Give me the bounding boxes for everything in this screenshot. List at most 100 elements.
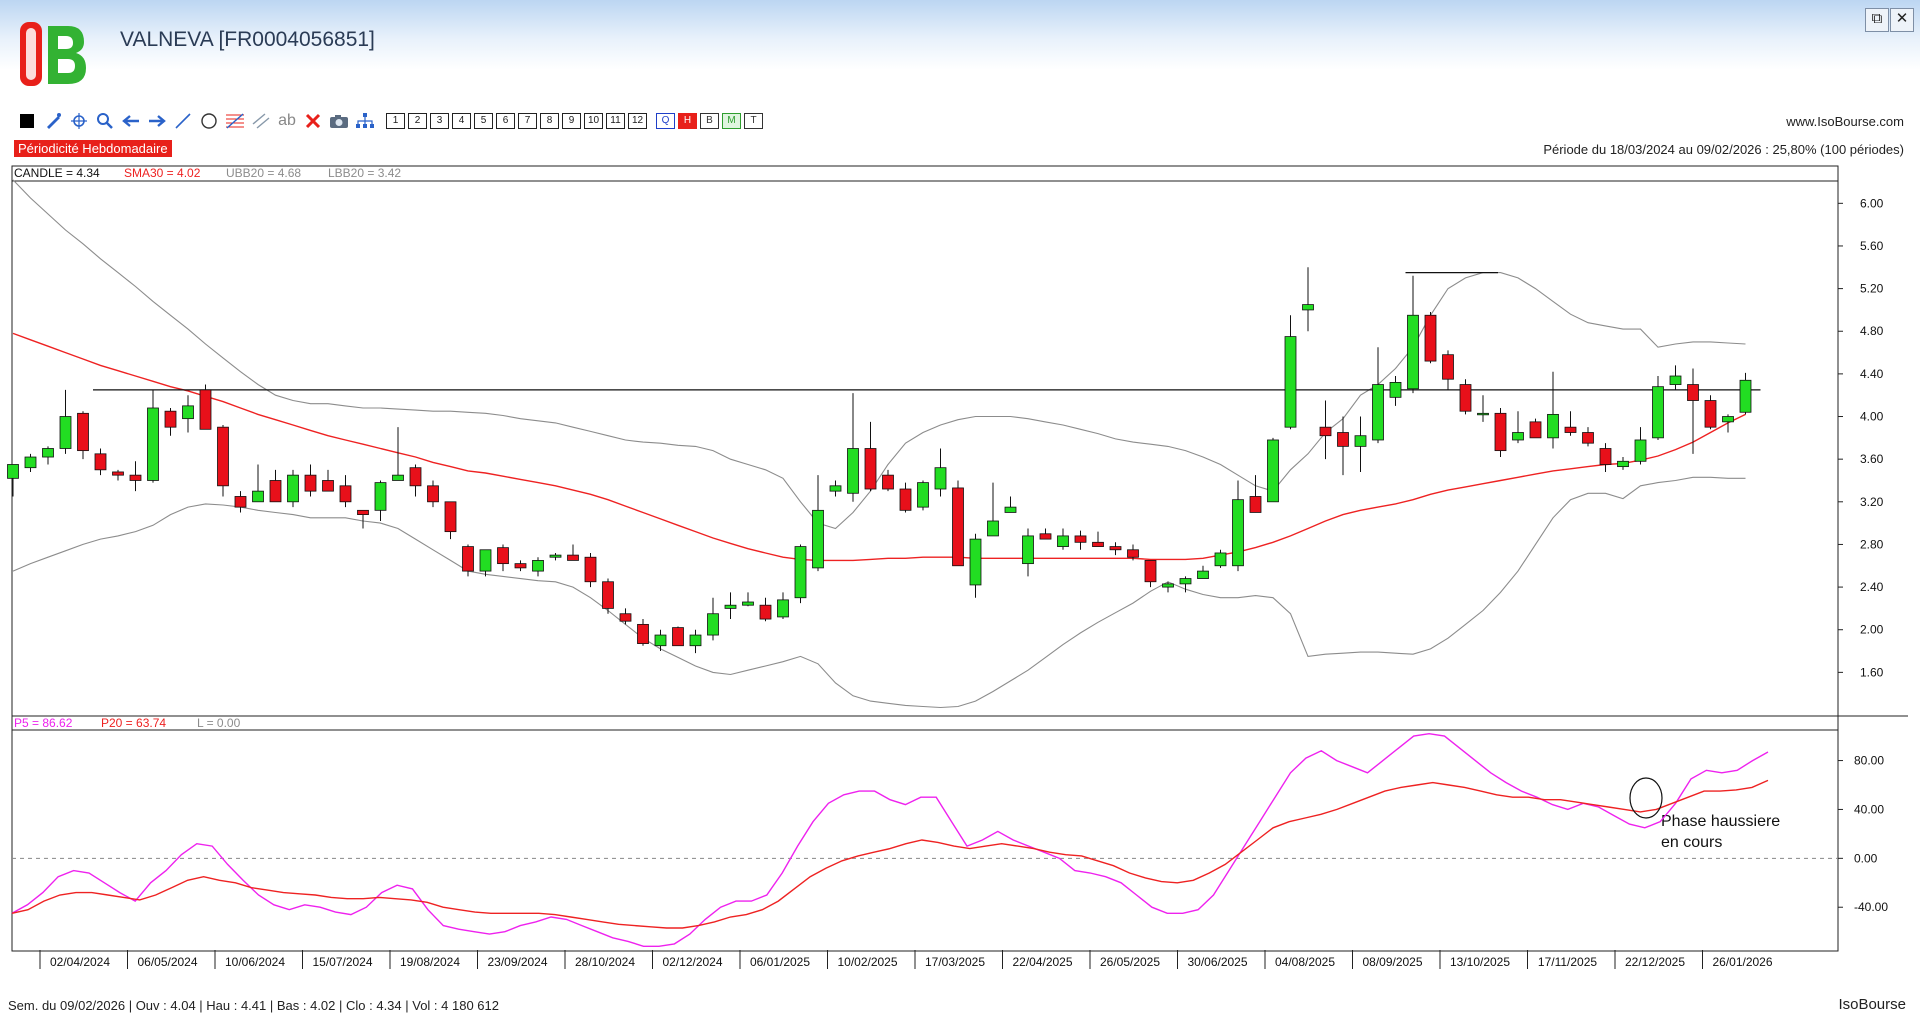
candle-body — [829, 485, 842, 492]
period-number-button[interactable]: 4 — [452, 113, 471, 129]
candle-body — [1512, 432, 1524, 441]
period-number-button[interactable]: 1 — [386, 113, 405, 129]
candle-body — [1442, 354, 1454, 380]
brand-label: IsoBourse — [1838, 996, 1906, 1013]
candle-body — [777, 599, 789, 618]
candle-body — [1179, 578, 1192, 585]
period-number-button[interactable]: 12 — [628, 113, 647, 129]
zoom-icon[interactable] — [92, 110, 118, 132]
candle-body — [1459, 384, 1472, 412]
candle-body — [129, 474, 142, 481]
crosshair-icon[interactable] — [66, 110, 92, 132]
candle-body — [532, 560, 544, 572]
candle-body — [1634, 439, 1647, 462]
candle-body — [199, 389, 212, 430]
fibonacci-icon[interactable] — [222, 110, 248, 132]
legend-lbb: LBB20 = 3.42 — [328, 166, 401, 180]
candle-body — [444, 501, 457, 533]
candle-body — [462, 546, 474, 572]
candle-body — [637, 623, 649, 644]
candle-body — [59, 416, 72, 449]
candle-body — [1564, 426, 1577, 433]
arrow-right-icon[interactable] — [144, 110, 170, 132]
candle-body — [742, 601, 754, 606]
pen-icon[interactable] — [40, 110, 66, 132]
candle-body — [304, 474, 317, 492]
channel-icon[interactable] — [248, 110, 274, 132]
candle-body — [969, 538, 982, 586]
p20-line — [11, 779, 1769, 929]
candle-body — [724, 604, 737, 609]
periodicity-button-t[interactable]: T — [744, 113, 763, 129]
period-number-button[interactable]: 8 — [540, 113, 559, 129]
period-number-button[interactable]: 7 — [518, 113, 537, 129]
candle-body — [1092, 541, 1104, 547]
candle-body — [1722, 416, 1734, 423]
page-title: VALNEVA [FR0004056851] — [120, 28, 375, 51]
candle-body — [794, 546, 807, 599]
x-axis-label: 10/02/2025 — [837, 955, 897, 969]
circle-icon[interactable] — [196, 110, 222, 132]
annotation-line1: Phase haussiere — [1661, 813, 1780, 830]
candle-body — [1599, 448, 1612, 465]
candle-body — [1704, 400, 1717, 428]
candle-body — [934, 467, 947, 490]
legend-ubb: UBB20 = 4.68 — [226, 166, 301, 180]
candle-body — [1337, 432, 1349, 447]
period-number-button[interactable]: 11 — [606, 113, 625, 129]
tree-icon[interactable] — [352, 110, 378, 132]
period-number-button[interactable]: 10 — [584, 113, 603, 129]
candle-body — [812, 509, 824, 569]
x-axis-label: 10/06/2024 — [225, 955, 285, 969]
camera-icon[interactable] — [326, 110, 352, 132]
periodicity-button-q[interactable]: Q — [656, 113, 675, 129]
periodicity-button-b[interactable]: B — [700, 113, 719, 129]
candle-body — [234, 496, 247, 508]
close-icon[interactable]: ✕ — [1890, 8, 1914, 32]
candle-body — [1144, 560, 1157, 583]
candle-body — [1669, 375, 1682, 385]
osc-axis-label: -40.00 — [1854, 900, 1888, 914]
square-icon[interactable] — [14, 110, 40, 132]
candle-body — [42, 448, 54, 458]
period-info: Période du 18/03/2024 au 09/02/2026 : 25… — [1543, 142, 1904, 157]
periodicity-button-m[interactable]: M — [722, 113, 741, 129]
candle-body — [1372, 384, 1384, 441]
periodicity-button-h[interactable]: H — [678, 113, 697, 129]
candle-body — [707, 613, 719, 636]
isobourse-logo — [20, 22, 86, 86]
candle-body — [619, 613, 632, 622]
candle-body — [917, 482, 929, 508]
candle-body — [392, 474, 404, 481]
candle-body — [1424, 314, 1437, 362]
period-number-button[interactable]: 3 — [430, 113, 449, 129]
candle-body — [182, 405, 194, 420]
price-axis-label: 2.40 — [1860, 580, 1884, 594]
site-link[interactable]: www.IsoBourse.com — [1786, 114, 1904, 129]
legend-candle: CANDLE = 4.34 — [14, 166, 100, 180]
candle-body — [1687, 384, 1699, 401]
candle-body — [1004, 506, 1017, 513]
price-axis-label: 5.20 — [1860, 282, 1884, 296]
candle-body — [322, 480, 334, 492]
period-number-button[interactable]: 9 — [562, 113, 581, 129]
line-icon[interactable] — [170, 110, 196, 132]
delete-icon[interactable] — [300, 110, 326, 132]
legend-p5: P5 = 86.62 — [14, 716, 73, 730]
candle-body — [882, 474, 894, 490]
period-number-button[interactable]: 5 — [474, 113, 493, 129]
oscillator-panel-frame — [11, 715, 1839, 952]
text-icon[interactable]: ab — [274, 110, 300, 132]
candle-body — [409, 467, 422, 487]
candle-body — [689, 634, 702, 647]
price-axis-label: 5.60 — [1860, 239, 1884, 253]
x-axis-label: 30/06/2025 — [1187, 955, 1247, 969]
period-number-button[interactable]: 6 — [496, 113, 515, 129]
candle-body — [374, 482, 387, 511]
restore-icon[interactable]: ⧉ — [1865, 8, 1889, 32]
candle-body — [252, 490, 264, 503]
candle-body — [1109, 546, 1122, 551]
arrow-left-icon[interactable] — [118, 110, 144, 132]
period-number-button[interactable]: 2 — [408, 113, 427, 129]
